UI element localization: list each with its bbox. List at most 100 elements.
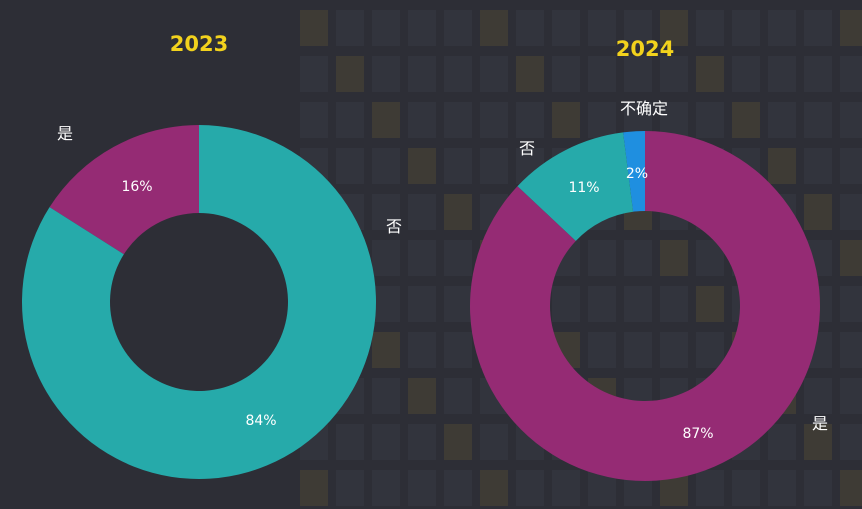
slice-percent-label: 16%	[121, 179, 152, 195]
background-window	[804, 470, 832, 506]
background-window	[732, 470, 760, 506]
background-window	[840, 470, 862, 506]
background-window	[768, 102, 796, 138]
background-window	[300, 470, 328, 506]
background-window	[840, 286, 862, 322]
background-window	[552, 286, 580, 322]
donut-slice	[49, 124, 200, 255]
background-window	[660, 102, 688, 138]
background-window	[516, 102, 544, 138]
chart-title: 2024	[616, 37, 674, 61]
background-window	[480, 56, 508, 92]
background-window	[444, 332, 472, 368]
background-window	[768, 424, 796, 460]
background-window	[408, 102, 436, 138]
background-window	[660, 332, 688, 368]
background-window	[336, 102, 364, 138]
background-window	[552, 102, 580, 138]
background-window	[480, 102, 508, 138]
background-window	[552, 10, 580, 46]
background-window	[840, 194, 862, 230]
background-window	[840, 332, 862, 368]
background-window	[372, 148, 400, 184]
background-window	[768, 148, 796, 184]
background-window	[444, 286, 472, 322]
background-window	[408, 148, 436, 184]
background-window	[408, 240, 436, 276]
background-window	[372, 378, 400, 414]
background-window	[372, 286, 400, 322]
background-window	[804, 102, 832, 138]
background-window	[732, 56, 760, 92]
donut-slice	[22, 125, 377, 479]
background-window	[696, 56, 724, 92]
slice-percent-label: 84%	[245, 413, 276, 429]
background-window	[588, 102, 616, 138]
background-window	[444, 102, 472, 138]
background-window	[804, 10, 832, 46]
background-window	[336, 424, 364, 460]
background-window	[588, 286, 616, 322]
slice-category-label: 不确定	[620, 99, 668, 118]
donut-slice	[623, 131, 645, 212]
background-window	[840, 148, 862, 184]
background-window	[696, 10, 724, 46]
background-window	[336, 470, 364, 506]
background-window	[696, 470, 724, 506]
background-window	[696, 332, 724, 368]
background-window	[696, 102, 724, 138]
slice-percent-label: 2%	[626, 166, 648, 182]
donut-slice	[517, 132, 634, 241]
background-window	[840, 424, 862, 460]
background-window	[516, 470, 544, 506]
background-window	[840, 10, 862, 46]
background-window	[840, 56, 862, 92]
background-window	[588, 56, 616, 92]
background-window	[660, 56, 688, 92]
background-window	[300, 56, 328, 92]
background-window	[372, 470, 400, 506]
background-window	[768, 56, 796, 92]
background-window	[624, 10, 652, 46]
background-window	[444, 148, 472, 184]
background-window	[768, 470, 796, 506]
background-window	[408, 56, 436, 92]
slice-category-label: 是	[57, 124, 73, 143]
background-window	[408, 194, 436, 230]
donut-slice	[470, 131, 820, 481]
background-window	[624, 56, 652, 92]
background-window	[372, 240, 400, 276]
background-window	[480, 424, 508, 460]
background-window	[552, 56, 580, 92]
background-window	[444, 470, 472, 506]
background-window	[372, 56, 400, 92]
chart-title: 2023	[170, 32, 228, 56]
background-window	[372, 424, 400, 460]
background-window	[480, 148, 508, 184]
background-window	[408, 10, 436, 46]
slice-category-label: 否	[519, 139, 535, 158]
background-window	[588, 240, 616, 276]
background-window	[372, 102, 400, 138]
background-window	[804, 194, 832, 230]
background-window	[624, 240, 652, 276]
background-window	[336, 148, 364, 184]
background-window	[840, 102, 862, 138]
background-window	[732, 10, 760, 46]
background-window	[444, 56, 472, 92]
background-window	[444, 378, 472, 414]
background-window	[516, 56, 544, 92]
background-window	[372, 332, 400, 368]
background-window	[696, 286, 724, 322]
slice-percent-label: 87%	[682, 426, 713, 442]
background-window	[408, 424, 436, 460]
background-window	[300, 102, 328, 138]
background-window	[408, 470, 436, 506]
background-window	[552, 470, 580, 506]
background-window	[804, 148, 832, 184]
background-window	[516, 10, 544, 46]
background-window	[480, 10, 508, 46]
background-window	[300, 10, 328, 46]
background-window	[444, 424, 472, 460]
